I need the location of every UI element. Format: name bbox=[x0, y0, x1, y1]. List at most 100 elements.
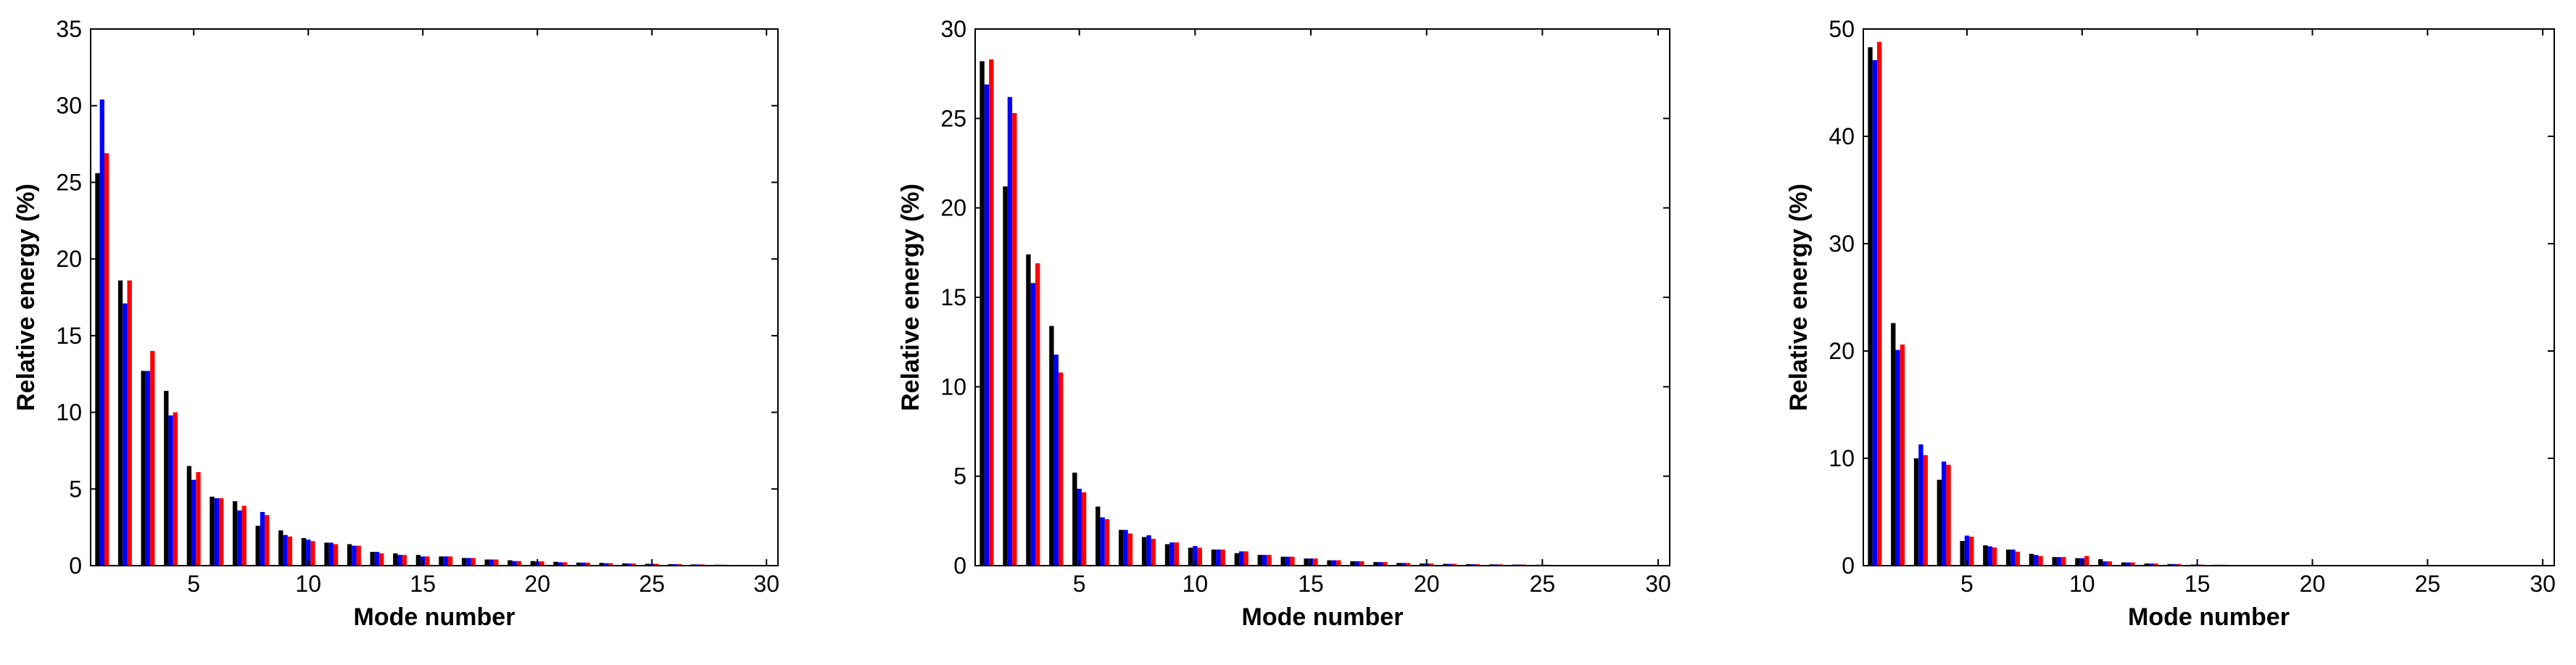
bar-series-1-mode-17 bbox=[1350, 561, 1355, 566]
bar-series-1-mode-11 bbox=[1211, 549, 1217, 566]
bar-series-1-mode-18 bbox=[1373, 562, 1378, 566]
bar-series-2-mode-11 bbox=[1216, 549, 1221, 566]
bar-series-1-mode-15 bbox=[1304, 558, 1309, 566]
bar-series-2-mode-21 bbox=[1447, 563, 1452, 566]
bar-series-3-mode-15 bbox=[425, 556, 430, 566]
bar-series-1-mode-17 bbox=[461, 558, 467, 566]
bar-series-1-mode-2 bbox=[1891, 323, 1896, 566]
bar-series-2-mode-8 bbox=[1146, 535, 1151, 566]
bar-series-2-mode-6 bbox=[214, 497, 219, 566]
bar-series-2-mode-1 bbox=[99, 99, 104, 566]
bar-series-1-mode-14 bbox=[2167, 563, 2172, 566]
bar-series-1-mode-25 bbox=[645, 563, 650, 566]
bar-series-1-mode-26 bbox=[668, 563, 673, 566]
bar-series-3-mode-14 bbox=[2177, 563, 2182, 566]
bar-series-3-mode-5 bbox=[1081, 492, 1087, 566]
bar-series-3-mode-14 bbox=[402, 555, 407, 566]
bar-series-2-mode-4 bbox=[1942, 461, 1947, 566]
bar-series-2-mode-3 bbox=[1030, 283, 1036, 566]
bar-series-1-mode-1 bbox=[980, 61, 985, 566]
bar-series-3-mode-11 bbox=[2107, 561, 2113, 566]
bar-series-1-mode-12 bbox=[2121, 562, 2126, 566]
bar-series-3-mode-6 bbox=[1104, 519, 1110, 566]
bar-series-3-mode-12 bbox=[356, 545, 361, 566]
x-tick-label: 25 bbox=[1530, 571, 1556, 597]
bar-series-1-mode-3 bbox=[1913, 458, 1919, 566]
bar-series-3-mode-5 bbox=[1969, 537, 1974, 566]
bar-series-2-mode-17 bbox=[466, 558, 471, 566]
bar-series-2-mode-2 bbox=[123, 303, 128, 566]
bar-series-3-mode-2 bbox=[127, 280, 132, 566]
bar-series-1-mode-20 bbox=[530, 561, 536, 566]
y-tick-label: 5 bbox=[953, 463, 966, 490]
bar-series-3-mode-10 bbox=[2084, 555, 2090, 566]
y-tick-label: 0 bbox=[1842, 553, 1855, 579]
bar-series-2-mode-3 bbox=[1918, 444, 1923, 566]
bar-series-3-mode-3 bbox=[150, 351, 155, 566]
bar-series-1-mode-13 bbox=[1257, 555, 1262, 566]
x-tick-label: 25 bbox=[2414, 571, 2440, 597]
bar-series-3-mode-10 bbox=[310, 541, 315, 566]
bar-series-3-mode-25 bbox=[654, 563, 659, 566]
bar-series-1-mode-9 bbox=[2052, 557, 2057, 566]
bar-series-2-mode-5 bbox=[191, 479, 196, 566]
y-tick-label: 30 bbox=[56, 93, 82, 119]
axes-box bbox=[1863, 28, 2555, 566]
bar-series-1-mode-10 bbox=[301, 537, 307, 566]
axes-box bbox=[974, 28, 1670, 566]
y-tick-label: 20 bbox=[56, 246, 82, 272]
bar-series-3-mode-9 bbox=[2061, 557, 2066, 566]
bar-series-2-mode-10 bbox=[306, 540, 311, 566]
y-tick-label: 10 bbox=[56, 400, 82, 426]
bar-series-3-mode-5 bbox=[196, 472, 201, 566]
bar-series-2-mode-8 bbox=[2034, 555, 2039, 566]
bar-series-3-mode-3 bbox=[1035, 263, 1040, 566]
chart-panel-1: 5 10 15 20 25 30 0 5 10 15 20 25 30 35 Mode number Rela… bbox=[12, 16, 779, 631]
bar-series-3-mode-1 bbox=[989, 59, 994, 566]
bar-series-3-mode-21 bbox=[562, 562, 568, 566]
bar-series-1-mode-7 bbox=[2005, 549, 2011, 566]
bar-series-1-mode-4 bbox=[164, 390, 169, 566]
bar-series-2-mode-14 bbox=[397, 555, 402, 566]
bar-series-3-mode-2 bbox=[1900, 344, 1905, 566]
y-tick-label: 30 bbox=[1829, 231, 1855, 257]
x-tick-label: 15 bbox=[1298, 571, 1324, 597]
y-tick-label: 15 bbox=[56, 323, 82, 349]
bar-series-2-mode-10 bbox=[1193, 545, 1198, 566]
bar-series-3-mode-23 bbox=[608, 563, 613, 566]
bar-series-2-mode-12 bbox=[1239, 551, 1244, 566]
bar-series-3-mode-2 bbox=[1012, 112, 1017, 566]
bar-series-2-mode-1 bbox=[1872, 59, 1878, 566]
bar-series-2-mode-9 bbox=[2056, 557, 2062, 566]
x-tick-label: 25 bbox=[639, 571, 665, 597]
bar-series-2-mode-14 bbox=[2171, 563, 2177, 566]
bar-series-2-mode-7 bbox=[2010, 549, 2016, 566]
bar-series-3-mode-26 bbox=[676, 563, 682, 566]
x-tick-label: 20 bbox=[2300, 571, 2326, 597]
bar-series-3-mode-7 bbox=[241, 505, 247, 566]
bar-series-1-mode-7 bbox=[232, 501, 238, 566]
y-tick-label: 15 bbox=[940, 284, 966, 310]
bar-series-2-mode-11 bbox=[328, 542, 334, 566]
bar-series-3-mode-4 bbox=[173, 412, 178, 566]
x-tick-label: 30 bbox=[2530, 571, 2556, 597]
chart-panel-2: 5 10 15 20 25 30 0 5 10 15 20 25 30 Mode number Relati… bbox=[897, 16, 1671, 631]
bar-series-3-mode-18 bbox=[1383, 562, 1388, 566]
y-tick-label: 50 bbox=[1829, 16, 1855, 42]
bar-series-3-mode-1 bbox=[104, 153, 109, 566]
bar-series-2-mode-12 bbox=[352, 545, 357, 566]
bar-series-1-mode-9 bbox=[1164, 544, 1170, 566]
x-tick-label: 5 bbox=[187, 571, 200, 597]
bar-series-3-mode-17 bbox=[471, 558, 476, 566]
bar-series-2-mode-11 bbox=[2103, 561, 2108, 566]
bar-series-1-mode-21 bbox=[553, 561, 558, 566]
bar-series-1-mode-5 bbox=[186, 466, 192, 566]
bar-series-3-mode-18 bbox=[494, 559, 499, 566]
bar-series-2-mode-14 bbox=[1285, 556, 1291, 566]
y-axis-label: Relative energy (%) bbox=[1785, 183, 1813, 411]
bar-series-2-mode-13 bbox=[374, 551, 380, 566]
bar-series-1-mode-8 bbox=[255, 526, 260, 566]
x-tick-label: 10 bbox=[295, 571, 321, 597]
x-tick-label: 30 bbox=[1645, 571, 1671, 597]
bar-series-2-mode-19 bbox=[1401, 563, 1406, 566]
